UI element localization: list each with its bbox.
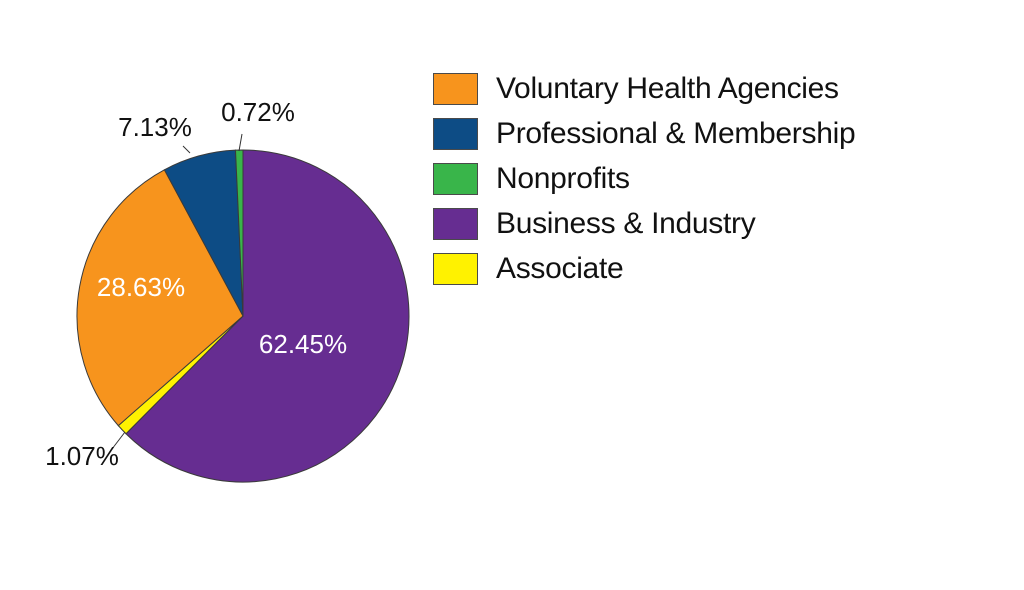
legend-item-voluntary-health-agencies: Voluntary Health Agencies [433, 66, 855, 111]
slice-label: 7.13% [118, 112, 192, 142]
legend-swatch [433, 117, 478, 150]
leader-line [182, 145, 191, 154]
pie-slice-business-industry [125, 149, 410, 483]
legend-label: Professional & Membership [496, 116, 856, 150]
slice-labels: 62.45% 1.07% 28.63% 7.13% 0.72% [45, 97, 347, 471]
leader-line [111, 431, 126, 450]
leader-line [238, 133, 243, 152]
legend-item-nonprofits: Nonprofits [433, 156, 855, 201]
legend-label: Business & Industry [496, 206, 756, 240]
legend-swatch [433, 252, 478, 285]
pie-slices [76, 149, 410, 483]
slice-label: 28.63% [97, 272, 185, 302]
slice-label: 1.07% [45, 441, 119, 471]
legend-label: Voluntary Health Agencies [496, 71, 839, 105]
legend-label: Nonprofits [496, 161, 630, 195]
legend-item-business-industry: Business & Industry [433, 201, 855, 246]
legend-item-professional-membership: Professional & Membership [433, 111, 856, 156]
legend: Voluntary Health Agencies Professional &… [433, 66, 856, 291]
legend-swatch [433, 72, 478, 105]
slice-label: 0.72% [221, 97, 295, 127]
legend-swatch [433, 207, 478, 240]
pie-slice-voluntary-health-agencies [76, 169, 244, 427]
legend-label: Associate [496, 251, 624, 285]
leader-lines [111, 133, 243, 450]
legend-item-associate: Associate [433, 246, 855, 291]
legend-swatch [433, 162, 478, 195]
slice-label: 62.45% [259, 329, 347, 359]
